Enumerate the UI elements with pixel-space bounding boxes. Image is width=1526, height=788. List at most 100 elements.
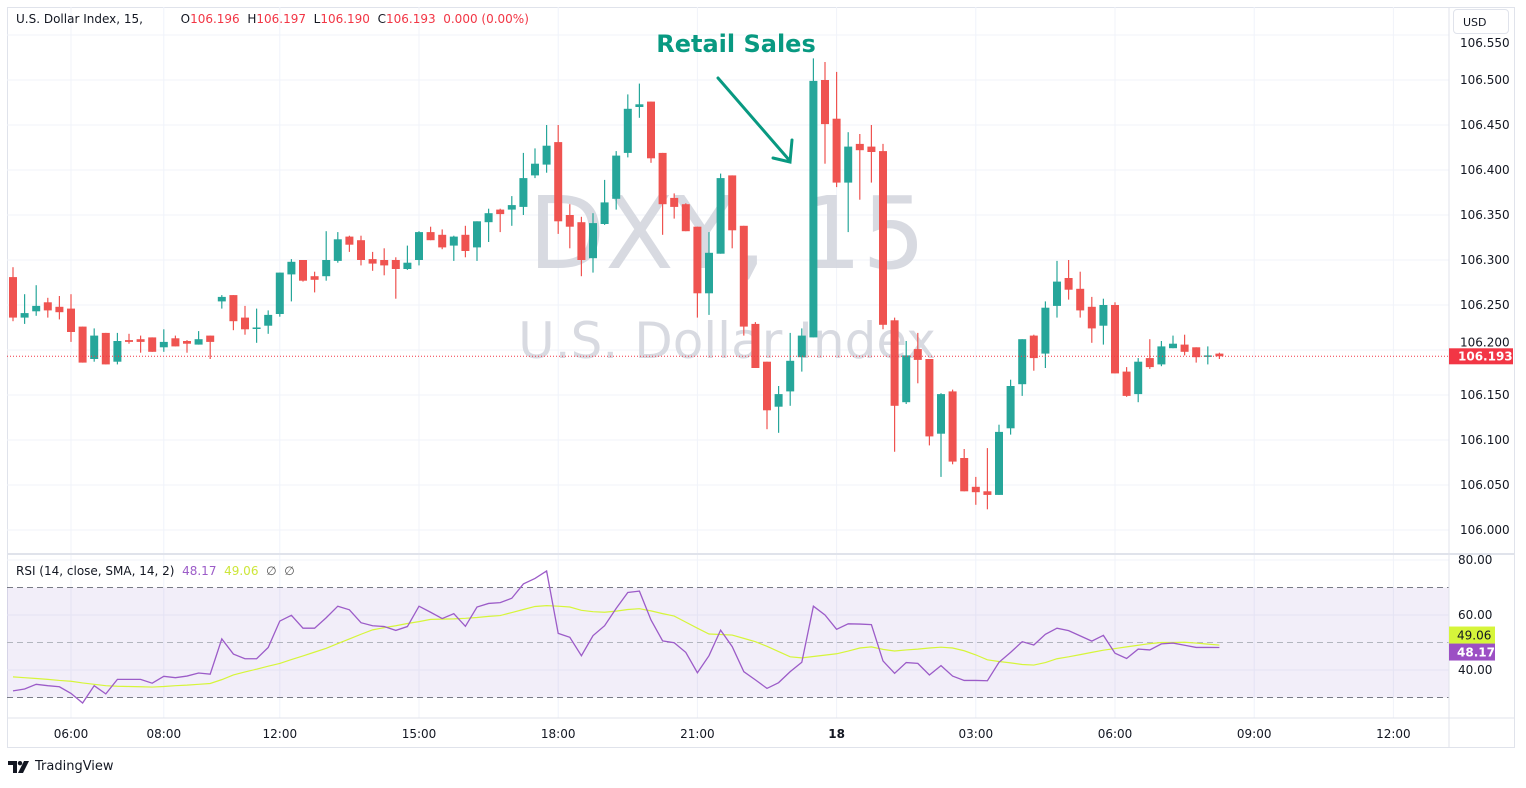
candle [275,272,284,317]
candle-body [1157,346,1166,365]
candle [995,424,1003,495]
candle-body [55,306,64,313]
candle-body [890,320,899,406]
candle [832,71,841,188]
rsi-legend-sma: 49.06 [224,564,259,578]
sma-line [12,605,1220,688]
candle [809,58,818,338]
legend-high: 106.197 [256,12,306,26]
candle [252,308,261,343]
legend-low: 106.190 [320,12,370,26]
candle-body [554,142,563,222]
candle [577,216,586,277]
candle [1134,358,1143,403]
candle-body [1006,386,1015,429]
candle [1099,298,1108,345]
candle-body [1053,281,1061,306]
currency-button[interactable]: USD [1453,9,1509,34]
rsi-legend: RSI (14, close, SMA, 14, 2) 48.17 49.06 … [16,564,295,578]
candle [113,332,122,365]
candle [403,245,412,270]
rsi-tick-label: 60.00 [1458,608,1492,622]
legend-open: 106.196 [190,12,240,26]
candle-body [623,108,632,153]
rsi-label-bg [1449,643,1495,661]
rsi-band [7,587,1449,698]
candle-body [1076,288,1085,311]
candle-body [519,178,528,207]
candle [693,226,702,318]
legend-change: 0.000 (0.00%) [443,12,529,26]
rsi-legend-title: RSI (14, close, SMA, 14, 2) [16,564,175,578]
candle [681,203,690,232]
candle-body [252,327,261,329]
candles [7,58,1449,510]
candle-body [67,308,75,332]
candle-body [925,359,934,437]
rsi-line [12,569,1220,704]
candle-body [9,277,17,318]
legend-high-label: H [247,12,257,26]
candle-body [357,240,365,260]
candle [797,328,806,372]
candle-body [1134,361,1143,395]
candle-body [1099,305,1108,326]
candle [159,329,168,352]
legend-close: 106.193 [385,12,436,26]
rsi-legend-na-2: ∅ [284,564,295,578]
legend-open-label: O [180,12,191,26]
candle-body [658,152,667,205]
annotation[interactable]: Retail Sales [656,30,816,164]
candle-body [855,143,864,151]
candle-body [1122,371,1131,396]
price-tick-label: 106.200 [1460,335,1510,349]
tradingview-logo[interactable]: TradingView [8,759,114,774]
main-legend: U.S. Dollar Index, 15, O106.196 H106.197… [16,12,529,26]
candle [565,204,574,249]
candle [612,151,621,210]
annotation-text[interactable]: Retail Sales [656,30,816,58]
candle-body [1111,305,1119,374]
candle [1064,260,1073,300]
candle-body [670,197,679,207]
legend-low-label: L [313,12,321,26]
candle-body [90,335,99,359]
candle-body [716,178,725,254]
candle [844,132,853,233]
candle-body [728,175,737,231]
candle-body [171,338,180,347]
rsi-lines [12,569,1220,704]
candle [1180,334,1189,356]
watermark-name: U.S. Dollar Index [518,312,936,370]
candle [1203,346,1212,365]
watermark-symbol: DXY, 15 [528,175,925,292]
candle-body [1064,278,1073,290]
candle [855,134,864,200]
annotation-arrow[interactable] [716,76,794,164]
candle [739,225,748,336]
candle [194,331,203,345]
candle-body [1180,344,1189,352]
candle-body [415,232,423,260]
candle-body [310,276,319,280]
candle [519,152,528,215]
candle [1041,301,1050,368]
candle-body [786,360,795,392]
candle-body [194,339,203,345]
candle [484,208,493,242]
legend-close-label: C [377,12,386,26]
candle-body [867,146,876,152]
candle [333,232,342,263]
candle [473,221,481,261]
price-tick-label: 106.550 [1460,36,1510,50]
candle-body [206,335,215,342]
candle-body [368,259,377,264]
last-price-label-bg [1449,348,1513,365]
candle [1192,347,1201,363]
time-tick-label: 18 [828,727,845,741]
candle [357,235,365,266]
candle-body [113,341,122,362]
tradingview-logo-text: TradingView [35,759,114,774]
candle-body [148,337,157,352]
